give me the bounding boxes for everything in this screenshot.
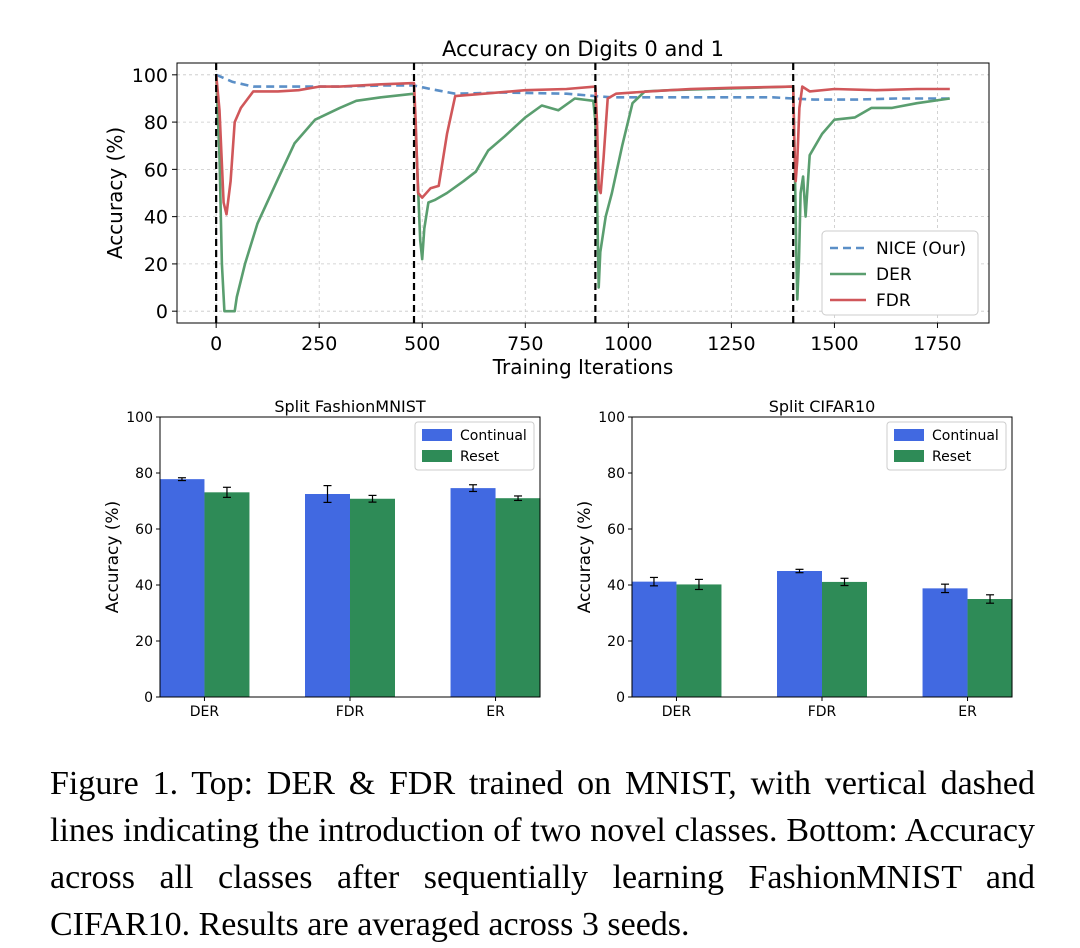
legend-box: [821, 230, 979, 316]
legend: Continual Reset: [886, 421, 1007, 471]
chart-title: Split FashionMNIST: [274, 397, 426, 416]
line-chart: 0 250 500 750 1000 1250 1500 1750 0 20 40 60 80 100 Ac…: [103, 37, 990, 379]
error-bar: [649, 576, 658, 587]
x-tick-label: 750: [507, 333, 543, 355]
bar-reset-fdr: [822, 581, 867, 697]
y-tick-label: 100: [132, 65, 168, 87]
bar-continual-der: [159, 479, 205, 697]
x-tick-label: ER: [958, 704, 977, 720]
x-tick-label: 500: [404, 333, 440, 355]
x-tick-label: 1000: [604, 333, 652, 355]
chart-title: Split CIFAR10: [769, 397, 876, 416]
bar-reset-er: [495, 498, 541, 697]
legend-label: Continual: [932, 428, 999, 444]
legend-swatch: [894, 450, 924, 462]
bar-continual-fdr: [777, 571, 822, 697]
y-tick-label: 60: [607, 522, 625, 538]
error-bar: [368, 494, 377, 503]
bar-continual-fdr: [305, 494, 350, 697]
y-tick-label: 0: [616, 690, 625, 706]
legend-label: Reset: [932, 449, 972, 465]
error-bar: [986, 594, 995, 604]
x-tick-label: FDR: [336, 704, 365, 720]
series-line-fdr: [214, 74, 950, 216]
y-axis-label: Accuracy (%): [103, 501, 123, 613]
legend-label: NICE (Our): [876, 239, 966, 259]
x-axis-label: Training Iterations: [492, 355, 674, 379]
legend-label: Reset: [460, 449, 500, 465]
y-tick-label: 80: [135, 466, 153, 482]
y-tick-label: 60: [135, 522, 153, 538]
x-tick-label: DER: [662, 704, 692, 720]
error-bar: [222, 486, 231, 498]
y-axis-label: Accuracy (%): [575, 501, 595, 613]
x-tick-label: FDR: [808, 704, 837, 720]
error-bar: [941, 583, 950, 594]
legend: NICE (Our) DER FDR: [821, 230, 979, 316]
x-tick-label: 1750: [913, 333, 961, 355]
y-tick-label: 20: [144, 254, 168, 276]
x-tick-label: 1250: [707, 333, 755, 355]
x-tick-label: 0: [210, 333, 222, 355]
bar-reset-fdr: [350, 498, 395, 697]
error-bar: [795, 568, 804, 574]
y-tick-label: 40: [135, 578, 153, 594]
legend-label: DER: [876, 265, 912, 285]
y-tick-label: 0: [156, 301, 168, 323]
legend-label: FDR: [876, 291, 911, 311]
y-tick-label: 80: [607, 466, 625, 482]
bar-reset-er: [967, 599, 1013, 697]
y-tick-label: 80: [144, 112, 168, 134]
legend-swatch: [422, 450, 452, 462]
x-tick-label: ER: [486, 704, 505, 720]
bar-continual-der: [631, 581, 677, 697]
y-tick-label: 20: [135, 634, 153, 650]
bar-reset-der: [204, 492, 250, 697]
figure: 0 250 500 750 1000 1250 1500 1750020406080100Ac…: [103, 37, 1013, 720]
x-tick-label: 250: [301, 333, 337, 355]
error-bar: [840, 577, 849, 587]
chart-title: Accuracy on Digits 0 and 1: [442, 37, 724, 61]
legend-label: Continual: [460, 428, 527, 444]
series-line-der: [214, 74, 950, 313]
error-bar: [177, 477, 186, 482]
error-bar: [514, 495, 523, 502]
y-axis-label: Accuracy (%): [103, 127, 127, 259]
error-bar: [694, 578, 703, 591]
y-tick-label: 100: [598, 410, 625, 426]
bar-reset-der: [676, 584, 722, 697]
y-tick-label: 20: [607, 634, 625, 650]
legend-swatch: [422, 429, 452, 441]
y-tick-label: 40: [607, 578, 625, 594]
x-tick-label: DER: [190, 704, 220, 720]
x-tick-label: 1500: [810, 333, 858, 355]
legend-swatch: [894, 429, 924, 441]
plot-frame: [176, 62, 990, 324]
y-tick-label: 40: [144, 207, 168, 229]
bar-chart-cifar10: 0 20 40 60 80 100 DER FDR ER Split CIFAR10 Accurac…: [575, 397, 1013, 720]
error-bar: [323, 485, 332, 503]
bar-continual-er: [922, 588, 968, 697]
y-tick-label: 0: [144, 690, 153, 706]
bar-continual-er: [450, 488, 496, 697]
y-tick-label: 60: [144, 159, 168, 181]
error-bar: [469, 484, 478, 493]
figure-caption: Figure 1. Top: DER & FDR trained on MNIS…: [50, 765, 1035, 943]
legend: Continual Reset: [414, 421, 535, 471]
bar-chart-fashionmnist: 0 20 40 60 80 100 DER FDR ER Split FashionMNIST Ac…: [103, 397, 541, 720]
y-tick-label: 100: [126, 410, 153, 426]
